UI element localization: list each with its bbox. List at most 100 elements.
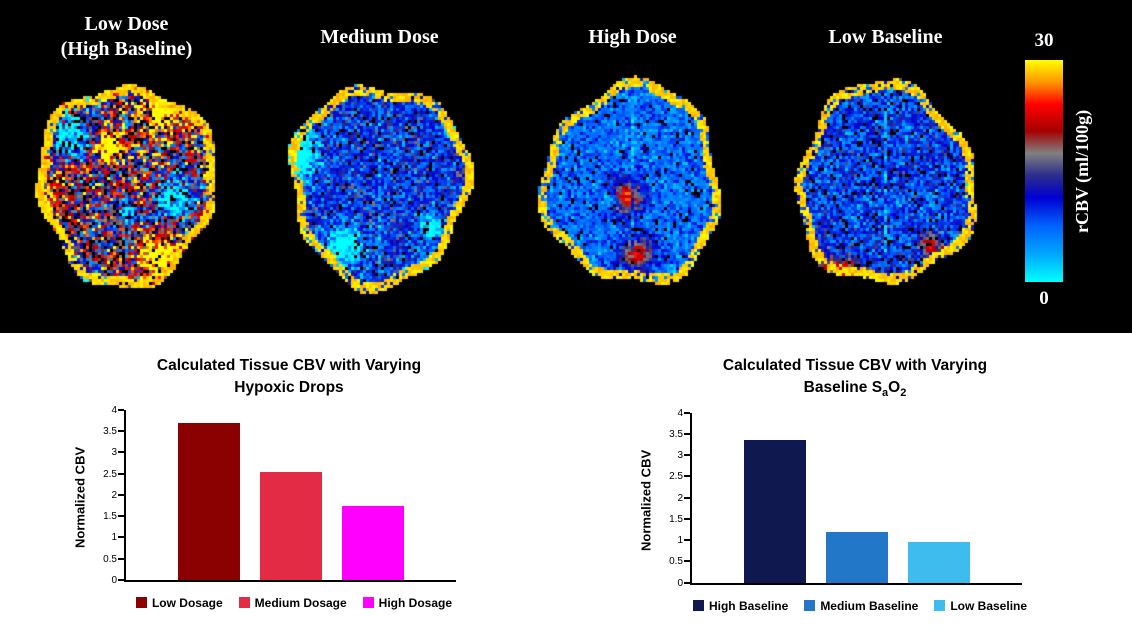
plot-area [684, 411, 1022, 585]
legend-swatch [804, 600, 816, 611]
y-tick-label: 0.5 [669, 556, 683, 568]
map-title: High Dose [588, 8, 676, 66]
y-tick-mark [118, 578, 124, 581]
legend-label: Low Baseline [950, 598, 1028, 613]
map-column-medium-dose: Medium Dose [253, 0, 506, 333]
y-tick-mark [684, 517, 690, 520]
y-tick-label: 3.5 [669, 428, 683, 440]
legend-swatch [362, 597, 374, 609]
legend-label: Low Dosage [151, 595, 223, 610]
colorbar-min-label: 0 [1039, 288, 1049, 309]
legend-item: High Baseline [692, 598, 789, 613]
y-tick-mark [684, 539, 690, 541]
y-tick-mark [684, 432, 690, 435]
y-tick-label: 2.5 [669, 471, 683, 483]
y-tick-label: 4 [677, 407, 683, 419]
brain-map-canvas [788, 72, 983, 297]
chart-body: Normalized CBV 0 0.5 1 1.5 2 2.5 3 3.5 4 [636, 408, 1132, 589]
y-axis: 0 0.5 1 1.5 2 2.5 3 3.5 4 [656, 408, 690, 589]
y-tick-mark [684, 454, 690, 456]
legend-label: Medium Baseline [820, 598, 919, 613]
legend-label: High Dosage [378, 595, 453, 610]
map-title-line1: Low Dose [84, 13, 169, 35]
bar-low-baseline [908, 542, 970, 583]
map-title-line2: (High Baseline) [60, 38, 193, 60]
colorbar-max-label: 30 [1034, 30, 1054, 51]
y-tick-label: 2.5 [103, 468, 117, 480]
chart-title-line2: Baseline SaO2 [803, 379, 907, 400]
legend-swatch [135, 597, 147, 609]
map-title-line1: Medium Dose [320, 25, 439, 48]
map-title-line1: High Dose [588, 25, 677, 48]
colorbar-axis-label: rCBV (ml/100g) [1072, 109, 1092, 233]
colorbar-gradient [1025, 60, 1063, 282]
bar-medium-dosage [260, 471, 322, 580]
chart-baseline-sao2: Calculated Tissue CBV with Varying Baseli… [566, 355, 1132, 613]
chart-title-line1: Calculated Tissue CBV with Varying [156, 357, 422, 374]
y-tick-mark [684, 411, 690, 414]
y-axis-label: Normalized CBV [638, 448, 654, 551]
bar-low-dosage [178, 422, 240, 580]
y-tick-mark [684, 496, 690, 499]
y-tick-label: 0 [677, 577, 683, 589]
legend-swatch [934, 600, 946, 611]
map-column-low-baseline: Low Baseline [759, 0, 1012, 333]
legend-item: Low Baseline [934, 599, 1027, 613]
plot-area [118, 408, 456, 582]
y-tick-mark [684, 475, 690, 478]
y-tick-mark [684, 560, 690, 563]
y-tick-label: 0 [111, 574, 117, 586]
y-tick-mark [118, 493, 124, 496]
y-tick-label: 1.5 [103, 511, 117, 523]
y-tick-label: 3.5 [103, 426, 117, 438]
legend-swatch [238, 597, 250, 609]
chart-title-line1: Calculated Tissue CBV with Varying [722, 357, 988, 374]
chart-title-line2: Hypoxic Drops [234, 379, 344, 397]
y-tick-label: 3 [677, 450, 683, 461]
legend-item: Low Dosage [135, 595, 223, 610]
y-axis: 0 0.5 1 1.5 2 2.5 3 3.5 4 [90, 405, 124, 586]
legend: Low Dosage Medium Dosage High Dosage [114, 596, 474, 610]
colorbar-area: 30 0 rCBV (ml/100g) [1012, 0, 1132, 333]
chart-body: Normalized CBV 0 0.5 1 1.5 2 2.5 3 3.5 4 [70, 405, 566, 586]
legend-label: Medium Dosage [254, 595, 347, 610]
y-tick-label: 3 [111, 447, 117, 459]
y-tick-label: 4 [111, 404, 117, 416]
y-tick-label: 1 [677, 535, 683, 546]
legend-item: Medium Dosage [238, 595, 347, 610]
map-title-line1: Low Baseline [828, 25, 943, 48]
bar-medium-baseline [826, 531, 888, 583]
brain-map-canvas [535, 72, 730, 297]
chart-hypoxic-drops: Calculated Tissue CBV with Varying Hypoxi… [0, 355, 566, 613]
chart-title: Calculated Tissue CBV with Varying Baseli… [680, 355, 1030, 403]
map-title: Low Baseline [829, 8, 943, 66]
y-tick-mark [118, 515, 124, 518]
y-tick-mark [118, 557, 124, 560]
y-tick-mark [684, 581, 690, 584]
legend: High Baseline Medium Baseline Low Baseline [680, 599, 1040, 613]
legend-swatch [692, 600, 704, 611]
y-tick-mark [118, 430, 124, 433]
y-tick-mark [118, 408, 124, 411]
legend-label: High Baseline [708, 598, 789, 613]
map-title: Medium Dose [320, 8, 438, 66]
y-tick-mark [118, 451, 124, 454]
rcbv-maps-panel: Low Dose (High Baseline) Medium Dose Hig… [0, 0, 1132, 333]
map-title: Low Dose (High Baseline) [61, 8, 193, 66]
y-tick-mark [118, 536, 124, 539]
legend-item: High Dosage [362, 595, 453, 610]
map-column-high-dose: High Dose [506, 0, 759, 333]
y-tick-mark [118, 472, 124, 475]
legend-item: Medium Baseline [804, 599, 918, 613]
brain-map-canvas [29, 72, 224, 297]
y-tick-label: 1 [111, 532, 117, 544]
bar-high-dosage [342, 505, 404, 580]
y-tick-label: 2 [111, 489, 117, 501]
brain-map-canvas [282, 72, 477, 297]
y-tick-label: 2 [677, 492, 683, 504]
chart-title: Calculated Tissue CBV with Varying Hypoxi… [114, 355, 464, 400]
y-axis-label: Normalized CBV [72, 446, 88, 548]
y-tick-label: 0.5 [103, 553, 117, 565]
bar-high-baseline [744, 440, 806, 583]
